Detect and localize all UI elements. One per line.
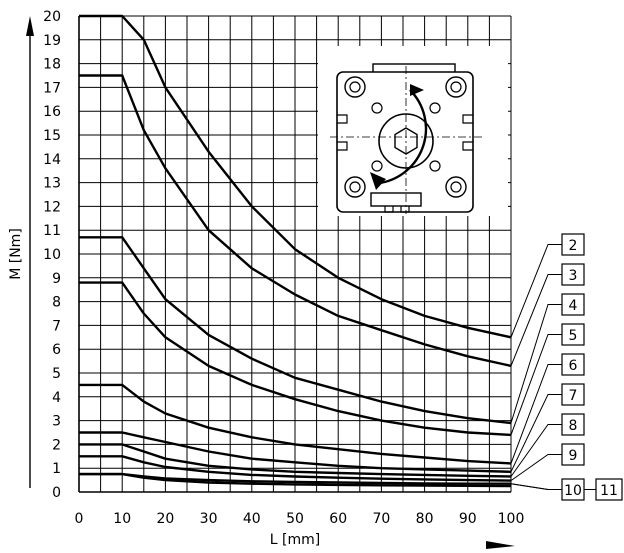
y-tick-label: 20 xyxy=(43,9,61,25)
legend-label-4: 4 xyxy=(569,298,578,314)
legend-label-5: 5 xyxy=(569,328,578,344)
x-tick-label: 50 xyxy=(286,511,304,527)
legend-leader-4 xyxy=(510,304,562,424)
legend-leader-6 xyxy=(510,364,562,464)
series-line-2 xyxy=(79,14,512,339)
legend-label-6: 6 xyxy=(569,358,578,374)
x-tick-label: 90 xyxy=(459,511,477,527)
y-tick-label: 11 xyxy=(43,223,61,239)
y-tick-label: 10 xyxy=(43,247,61,263)
y-tick-label: 3 xyxy=(52,414,61,430)
x-tick-label: 100 xyxy=(498,511,525,527)
x-axis-label: L [mm] xyxy=(270,532,320,548)
mounting-flange-drawing xyxy=(318,46,508,216)
y-tick-label: 13 xyxy=(43,176,61,192)
x-tick-label: 40 xyxy=(243,511,261,527)
y-tick-label: 18 xyxy=(43,57,61,73)
series-line-5 xyxy=(79,281,512,437)
corner-arrow-mark xyxy=(486,541,515,549)
legend-box-8 xyxy=(561,413,585,436)
y-tick-label: 6 xyxy=(52,342,61,358)
y-tick-label: 14 xyxy=(43,152,61,168)
legend-label-11: 11 xyxy=(600,483,618,499)
y-tick-label: 5 xyxy=(52,366,61,382)
y-tick-label: 17 xyxy=(43,80,61,96)
legend-box-4 xyxy=(561,293,585,316)
y-tick-label: 8 xyxy=(52,295,61,311)
x-tick-label: 60 xyxy=(329,511,347,527)
legend-box-9 xyxy=(561,443,585,466)
y-tick-label: 16 xyxy=(43,104,61,120)
y-tick-label: 12 xyxy=(43,199,61,215)
y-tick-label: 7 xyxy=(52,318,61,334)
legend-label-7: 7 xyxy=(569,388,578,404)
series-line-6 xyxy=(79,383,512,465)
legend-box-11 xyxy=(595,478,623,501)
legend: 2 3 4 5 6 7 8 9 10 11 xyxy=(510,233,623,501)
x-tick-label: 70 xyxy=(372,511,390,527)
legend-box-5 xyxy=(561,323,585,346)
legend-label-3: 3 xyxy=(569,268,578,284)
series-line-7 xyxy=(79,431,512,473)
legend-box-6 xyxy=(561,353,585,376)
y-tick-label: 15 xyxy=(43,128,61,144)
y-axis-arrowhead xyxy=(26,16,34,36)
y-tick-label: 0 xyxy=(52,485,61,501)
legend-label-10: 10 xyxy=(564,483,582,499)
legend-box-3 xyxy=(561,263,585,286)
legend-leader-3 xyxy=(510,274,562,367)
y-tick-label: 9 xyxy=(52,271,61,287)
legend-label-8: 8 xyxy=(569,418,578,434)
series-line-8 xyxy=(79,443,512,478)
x-tick-label: 80 xyxy=(416,511,434,527)
series-line-4 xyxy=(79,236,512,425)
x-tick-label: 20 xyxy=(156,511,174,527)
y-axis-label: M [Nm] xyxy=(8,228,24,280)
series-line-9 xyxy=(79,455,512,482)
y-tick-label: 4 xyxy=(52,390,61,406)
legend-box-7 xyxy=(561,383,585,406)
legend-leader-7 xyxy=(510,394,562,473)
y-tick-label: 2 xyxy=(52,437,61,453)
x-tick-label: 30 xyxy=(200,511,218,527)
legend-box-2 xyxy=(561,233,585,256)
legend-label-9: 9 xyxy=(569,448,578,464)
x-tick-label: 0 xyxy=(75,511,84,527)
y-tick-label: 19 xyxy=(43,33,61,49)
y-tick-label: 1 xyxy=(52,461,61,477)
series-line-11 xyxy=(79,472,512,488)
legend-leader-8 xyxy=(510,424,562,477)
legend-leader-9 xyxy=(510,454,562,482)
series-line-3 xyxy=(79,74,512,368)
legend-leader-5 xyxy=(510,334,562,436)
series-lines xyxy=(79,14,512,488)
legend-label-2: 2 xyxy=(569,238,578,254)
legend-leader-10b xyxy=(510,483,562,490)
x-tick-label: 10 xyxy=(113,511,131,527)
legend-leader-2 xyxy=(510,244,562,338)
